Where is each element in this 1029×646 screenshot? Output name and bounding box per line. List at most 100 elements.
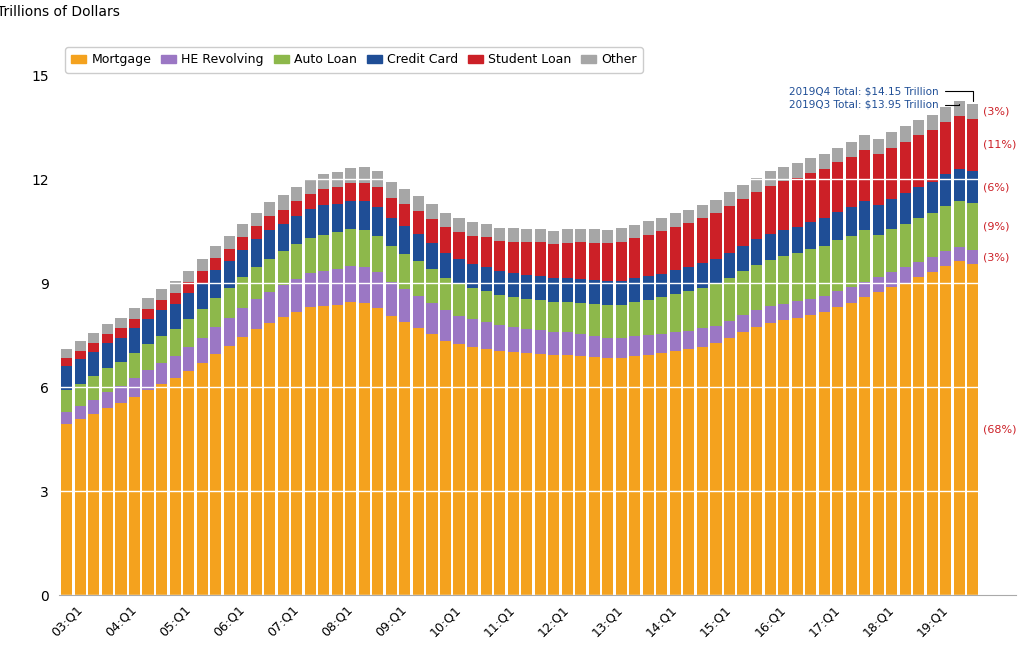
Bar xyxy=(710,344,721,596)
Bar xyxy=(507,351,519,596)
Bar xyxy=(791,227,803,253)
Bar xyxy=(710,326,721,344)
Bar xyxy=(170,304,181,329)
Bar xyxy=(791,253,803,302)
Bar xyxy=(683,291,695,331)
Bar xyxy=(914,187,924,218)
Bar xyxy=(899,141,911,193)
Bar xyxy=(183,347,194,371)
Text: (68%): (68%) xyxy=(983,424,1017,435)
Bar xyxy=(223,288,235,318)
Bar xyxy=(657,353,668,596)
Bar xyxy=(75,406,86,419)
Bar xyxy=(156,363,167,384)
Text: (3%): (3%) xyxy=(983,252,1009,262)
Bar xyxy=(264,292,276,323)
Bar xyxy=(386,182,397,198)
Bar xyxy=(589,229,600,242)
Bar xyxy=(251,267,261,299)
Bar xyxy=(88,343,100,351)
Bar xyxy=(914,135,924,187)
Bar xyxy=(75,419,86,596)
Bar xyxy=(832,307,843,596)
Bar xyxy=(372,207,384,236)
Text: (9%): (9%) xyxy=(983,222,1009,232)
Bar xyxy=(426,218,437,243)
Bar xyxy=(683,331,695,349)
Bar xyxy=(521,229,532,242)
Bar xyxy=(886,229,897,272)
Bar xyxy=(331,187,343,204)
Bar xyxy=(372,273,384,307)
Bar xyxy=(575,302,587,334)
Bar xyxy=(697,218,708,264)
Bar xyxy=(548,302,559,332)
Bar xyxy=(426,334,437,596)
Bar xyxy=(643,234,653,276)
Bar xyxy=(413,211,424,234)
Bar xyxy=(318,306,329,596)
Bar xyxy=(156,337,167,363)
Bar xyxy=(494,241,505,271)
Bar xyxy=(359,303,370,596)
Bar xyxy=(291,187,303,202)
Bar xyxy=(62,424,72,596)
Bar xyxy=(440,278,451,311)
Bar xyxy=(927,182,937,213)
Bar xyxy=(697,329,708,346)
Bar xyxy=(102,324,113,334)
Bar xyxy=(251,329,261,596)
Bar xyxy=(643,222,653,234)
Bar xyxy=(562,242,573,278)
Bar xyxy=(521,275,532,299)
Bar xyxy=(535,300,545,330)
Bar xyxy=(481,322,492,349)
Bar xyxy=(751,240,762,265)
Bar xyxy=(859,135,871,150)
Bar xyxy=(575,355,587,596)
Bar xyxy=(778,230,789,256)
Bar xyxy=(223,249,235,261)
Bar xyxy=(115,318,127,328)
Bar xyxy=(535,330,545,354)
Bar xyxy=(630,238,640,278)
Bar xyxy=(102,334,113,343)
Bar xyxy=(914,262,924,277)
Bar xyxy=(264,202,276,216)
Bar xyxy=(142,309,153,319)
Bar xyxy=(440,253,451,278)
Bar xyxy=(738,315,748,332)
Bar xyxy=(873,293,884,596)
Bar xyxy=(615,359,627,596)
Text: 2019Q4 Total: $14.15 Trillion: 2019Q4 Total: $14.15 Trillion xyxy=(789,86,972,101)
Bar xyxy=(264,259,276,292)
Bar xyxy=(819,246,829,296)
Bar xyxy=(399,189,411,204)
Bar xyxy=(521,329,532,353)
Bar xyxy=(170,282,181,293)
Bar xyxy=(142,344,153,370)
Bar xyxy=(751,265,762,311)
Bar xyxy=(967,203,979,250)
Bar xyxy=(467,288,478,320)
Bar xyxy=(643,300,653,335)
Bar xyxy=(494,227,505,241)
Bar xyxy=(832,163,843,213)
Bar xyxy=(548,332,559,355)
Bar xyxy=(454,232,464,259)
Bar xyxy=(197,271,208,283)
Bar xyxy=(318,205,329,235)
Bar xyxy=(346,302,356,596)
Bar xyxy=(62,358,72,366)
Bar xyxy=(899,224,911,267)
Bar xyxy=(399,254,411,289)
Bar xyxy=(914,218,924,262)
Bar xyxy=(346,229,356,266)
Bar xyxy=(805,249,816,298)
Bar xyxy=(535,276,545,300)
Bar xyxy=(331,304,343,596)
Bar xyxy=(62,366,72,390)
Bar xyxy=(102,408,113,596)
Bar xyxy=(386,198,397,218)
Bar xyxy=(724,320,735,338)
